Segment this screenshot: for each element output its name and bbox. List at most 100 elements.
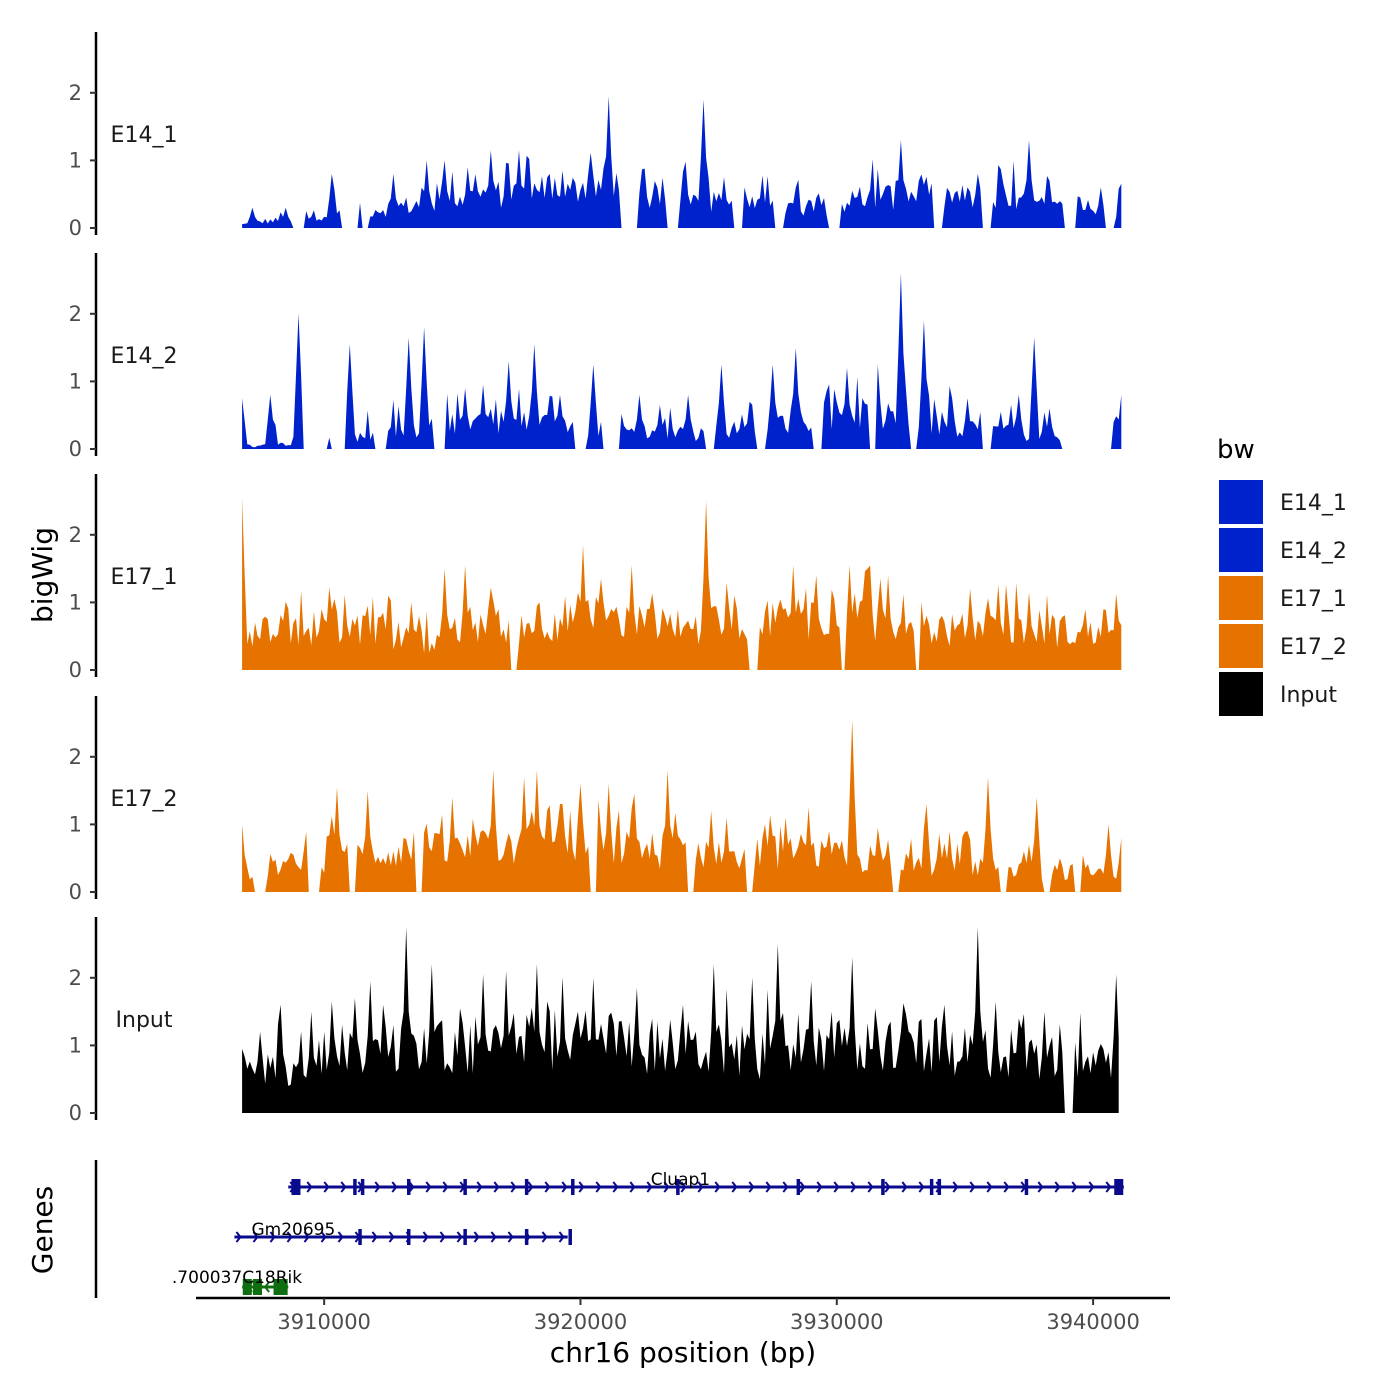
strand-arrow xyxy=(303,1231,310,1243)
y-tick-label: 2 xyxy=(69,745,82,769)
exon xyxy=(291,1179,301,1195)
legend-label: E17_2 xyxy=(1280,635,1347,660)
strand-arrow xyxy=(833,1181,840,1193)
y-tick-label: 2 xyxy=(69,966,82,990)
strand-arrow xyxy=(782,1181,789,1193)
strand-arrow xyxy=(371,1231,378,1243)
strand-arrow xyxy=(1071,1181,1078,1193)
track-label: E14_2 xyxy=(111,344,178,369)
strand-arrow xyxy=(391,1181,398,1193)
track-label: Input xyxy=(116,1008,173,1033)
exon xyxy=(937,1179,942,1195)
strand-arrow xyxy=(561,1181,568,1193)
gene-label: Gm20695 xyxy=(251,1220,335,1240)
y-tick-label: 1 xyxy=(69,590,82,614)
coverage-area xyxy=(242,497,1122,670)
strand-arrow xyxy=(510,1181,517,1193)
strand-arrow xyxy=(493,1181,500,1193)
track-e14-1: 0 1 2 E14_1 xyxy=(69,31,1122,240)
strand-arrow xyxy=(388,1231,395,1243)
strand-arrow xyxy=(1054,1181,1061,1193)
strand-arrow xyxy=(425,1181,432,1193)
y-tick-label: 0 xyxy=(69,1101,82,1125)
legend-swatch xyxy=(1219,528,1263,572)
genes-axis-title: Genes xyxy=(26,1186,59,1274)
legend-label: E14_2 xyxy=(1280,539,1347,564)
track-e17-2: 0 1 2 E17_2 xyxy=(69,695,1122,904)
exon xyxy=(1114,1179,1124,1195)
y-tick-label: 2 xyxy=(69,523,82,547)
strand-arrow xyxy=(714,1181,721,1193)
legend-label: E17_1 xyxy=(1280,587,1347,612)
x-axis: 3910000 3920000 3930000 3940000 xyxy=(196,1296,1170,1334)
strand-arrow xyxy=(748,1181,755,1193)
y-tick-label: 2 xyxy=(69,81,82,105)
exon xyxy=(568,1229,572,1245)
strand-arrow xyxy=(663,1181,670,1193)
legend-swatch xyxy=(1219,480,1263,524)
strand-arrow xyxy=(765,1181,772,1193)
gene-label: .700037C18Rik xyxy=(172,1268,302,1288)
strand-arrow xyxy=(527,1181,534,1193)
exon xyxy=(929,1179,934,1195)
strand-arrow xyxy=(442,1181,449,1193)
strand-arrow xyxy=(799,1181,806,1193)
strand-arrow xyxy=(269,1231,276,1243)
y-tick-label: 1 xyxy=(69,1033,82,1057)
bigwig-tracks: 0 1 2 E14_1 0 1 2 E14_2 0 1 2 E17_1 0 1 2 E17_2 0 1 2 Input xyxy=(69,31,1122,1125)
gene-1700037c18rik: .700037C18Rik xyxy=(172,1268,302,1295)
strand-arrow xyxy=(323,1181,330,1193)
strand-arrow xyxy=(439,1231,446,1243)
exon xyxy=(676,1179,680,1195)
y-tick-label: 0 xyxy=(69,880,82,904)
strand-arrow xyxy=(697,1181,704,1193)
exon xyxy=(242,1279,252,1295)
exon xyxy=(524,1179,529,1195)
y-tick-label: 1 xyxy=(69,148,82,172)
strand-arrow xyxy=(340,1181,347,1193)
track-label: E17_2 xyxy=(111,787,178,812)
y-tick-label: 2 xyxy=(69,302,82,326)
x-tick-label: 3910000 xyxy=(277,1310,371,1334)
strand-arrow xyxy=(646,1181,653,1193)
strand-arrow xyxy=(629,1181,636,1193)
exon xyxy=(253,1279,263,1295)
track-label: E14_1 xyxy=(111,123,178,148)
exon xyxy=(463,1179,467,1195)
coverage-area xyxy=(242,273,1122,449)
strand-arrow xyxy=(1003,1181,1010,1193)
strand-arrow xyxy=(558,1231,565,1243)
track-label: E17_1 xyxy=(111,565,178,590)
exon xyxy=(353,1179,357,1195)
strand-arrow xyxy=(918,1181,925,1193)
strand-arrow xyxy=(490,1231,497,1243)
strand-arrow xyxy=(320,1231,327,1243)
strand-arrow xyxy=(235,1231,242,1243)
gene-gm20695: Gm20695 xyxy=(234,1220,572,1245)
coverage-area xyxy=(242,927,1119,1113)
strand-arrow xyxy=(473,1231,480,1243)
gene-track: Cluap1 Gm20695 .700037C18Rik xyxy=(94,1160,1124,1298)
strand-arrow xyxy=(612,1181,619,1193)
strand-arrow xyxy=(306,1181,313,1193)
strand-arrow xyxy=(252,1231,259,1243)
coverage-area xyxy=(242,96,1122,228)
strand-arrow xyxy=(816,1181,823,1193)
exon xyxy=(358,1229,362,1245)
strand-arrow xyxy=(595,1181,602,1193)
strand-arrow xyxy=(544,1181,551,1193)
strand-arrow xyxy=(680,1181,687,1193)
track-e14-2: 0 1 2 E14_2 xyxy=(69,252,1122,461)
exon xyxy=(524,1229,529,1245)
exon xyxy=(278,1279,288,1295)
strand-arrow xyxy=(374,1181,381,1193)
strand-arrow xyxy=(1088,1181,1095,1193)
legend-label: E14_1 xyxy=(1280,491,1347,516)
track-e17-1: 0 1 2 E17_1 xyxy=(69,473,1122,682)
x-axis-title: chr16 position (bp) xyxy=(550,1336,816,1369)
strand-arrow xyxy=(952,1181,959,1193)
legend-swatch xyxy=(1219,672,1263,716)
y-tick-label: 1 xyxy=(69,369,82,393)
strand-arrow xyxy=(1105,1181,1112,1193)
